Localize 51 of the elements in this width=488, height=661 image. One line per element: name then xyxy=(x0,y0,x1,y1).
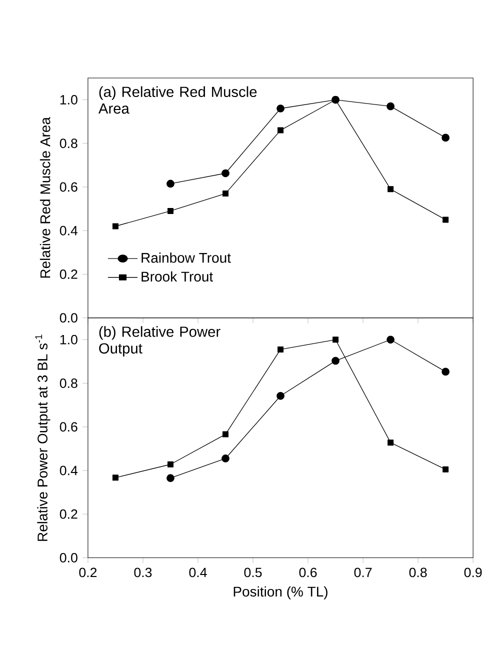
text: (b) Relative Power Output xyxy=(99,326,220,356)
x-tick-label: 0.2 xyxy=(79,568,97,578)
y-tick-label: 1.0 xyxy=(60,334,78,344)
point xyxy=(442,368,450,376)
x-tick-label: 0.8 xyxy=(409,568,427,578)
point xyxy=(168,461,174,468)
y-axis-title: Relative Red Muscle Area xyxy=(40,117,50,278)
y-tick-label: 0.0 xyxy=(60,553,78,562)
point xyxy=(222,190,229,197)
y-tick-label: 0.8 xyxy=(60,138,78,148)
x-tick-label: 0.5 xyxy=(244,568,262,578)
point xyxy=(386,102,395,110)
legend-label: Rainbow Trout xyxy=(142,252,232,263)
x-tick-label: 0.7 xyxy=(354,568,372,578)
point xyxy=(112,474,119,481)
x-axis-title: Position (% TL) xyxy=(234,586,328,600)
point xyxy=(332,336,339,343)
point xyxy=(222,454,230,462)
point xyxy=(442,216,449,223)
point xyxy=(442,134,450,142)
point xyxy=(168,208,174,214)
point xyxy=(442,466,449,472)
x-tick-label: 0.9 xyxy=(464,568,482,578)
x-tick-label: 0.3 xyxy=(134,568,152,578)
y-tick-label: 0.6 xyxy=(60,422,78,432)
point xyxy=(386,336,395,344)
y-tick-label: 0.4 xyxy=(60,226,78,236)
point xyxy=(332,356,340,365)
point xyxy=(278,127,284,134)
y-tick-label: 0.8 xyxy=(60,378,78,388)
point xyxy=(222,431,229,438)
x-tick-label: 0.6 xyxy=(299,568,317,578)
point xyxy=(112,223,119,230)
y-axis-title: Relative Power Output at 3 BL s$^{-1}$ xyxy=(35,334,50,541)
point xyxy=(276,104,285,112)
y-tick-label: 0.6 xyxy=(60,182,78,192)
point xyxy=(388,186,394,192)
point xyxy=(388,440,394,446)
point xyxy=(276,392,285,400)
point xyxy=(166,180,175,188)
legend-label: Brook Trout xyxy=(142,271,214,282)
y-tick-label: 0.2 xyxy=(60,270,78,279)
text: (a) Relative Red Muscle Area xyxy=(98,86,257,114)
point xyxy=(222,169,230,178)
x-tick-label: 0.4 xyxy=(189,568,207,578)
y-tick-label: 0.4 xyxy=(60,466,78,476)
y-tick-label: 1.0 xyxy=(60,95,78,104)
point xyxy=(166,474,175,482)
y-tick-label: 0.2 xyxy=(60,509,78,519)
y-tick-label: 0.0 xyxy=(60,313,78,323)
point xyxy=(278,346,284,352)
